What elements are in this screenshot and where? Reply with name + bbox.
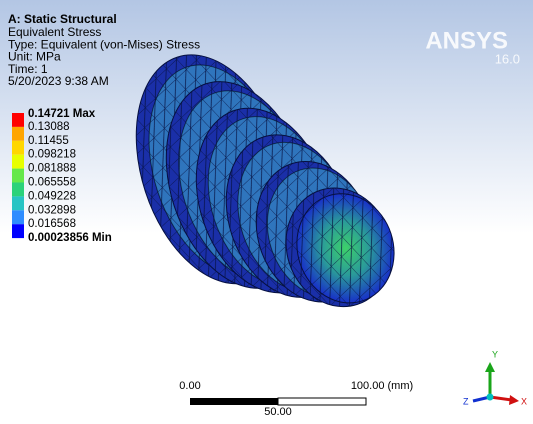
triad-z-label: Z (463, 396, 469, 406)
legend-swatch (12, 224, 24, 238)
logo-version: 16.0 (495, 51, 520, 66)
legend-label: 0.032898 (28, 204, 76, 216)
legend-swatch (12, 210, 24, 224)
legend-label: 0.00023856 Min (28, 232, 112, 244)
scale-end: 100.00 (mm) (351, 380, 413, 392)
legend-swatch (12, 127, 24, 141)
legend-label: 0.13088 (28, 121, 70, 133)
header-line: 5/20/2023 9:38 AM (8, 74, 109, 88)
legend-label: 0.11455 (28, 135, 69, 147)
triad-x-label: X (521, 396, 527, 406)
triad-origin (487, 394, 494, 401)
screenshot: A: Static Structural ANSYS 16.0 0.00 100… (0, 0, 533, 424)
viewport: A: Static Structural ANSYS 16.0 0.00 100… (0, 0, 533, 424)
scale-bar-black (190, 398, 278, 405)
legend-swatch (12, 169, 24, 183)
legend-label: 0.065558 (28, 177, 76, 189)
legend-swatch (12, 141, 24, 155)
title: A: Static Structural (8, 12, 117, 26)
logo: ANSYS (425, 27, 508, 54)
legend-label: 0.14721 Max (28, 108, 96, 120)
legend-label: 0.016568 (28, 218, 76, 230)
legend-swatch (12, 113, 24, 127)
triad-y-label: Y (492, 349, 498, 359)
scale-bar-white (278, 398, 366, 405)
legend-label: 0.098218 (28, 149, 76, 161)
scale-middle: 50.00 (264, 406, 292, 418)
legend-swatch (12, 196, 24, 210)
legend-label: 0.049228 (28, 190, 76, 202)
legend-swatch (12, 155, 24, 169)
scale-start: 0.00 (179, 380, 200, 392)
legend-swatch (12, 183, 24, 197)
legend-label: 0.081888 (28, 163, 76, 175)
